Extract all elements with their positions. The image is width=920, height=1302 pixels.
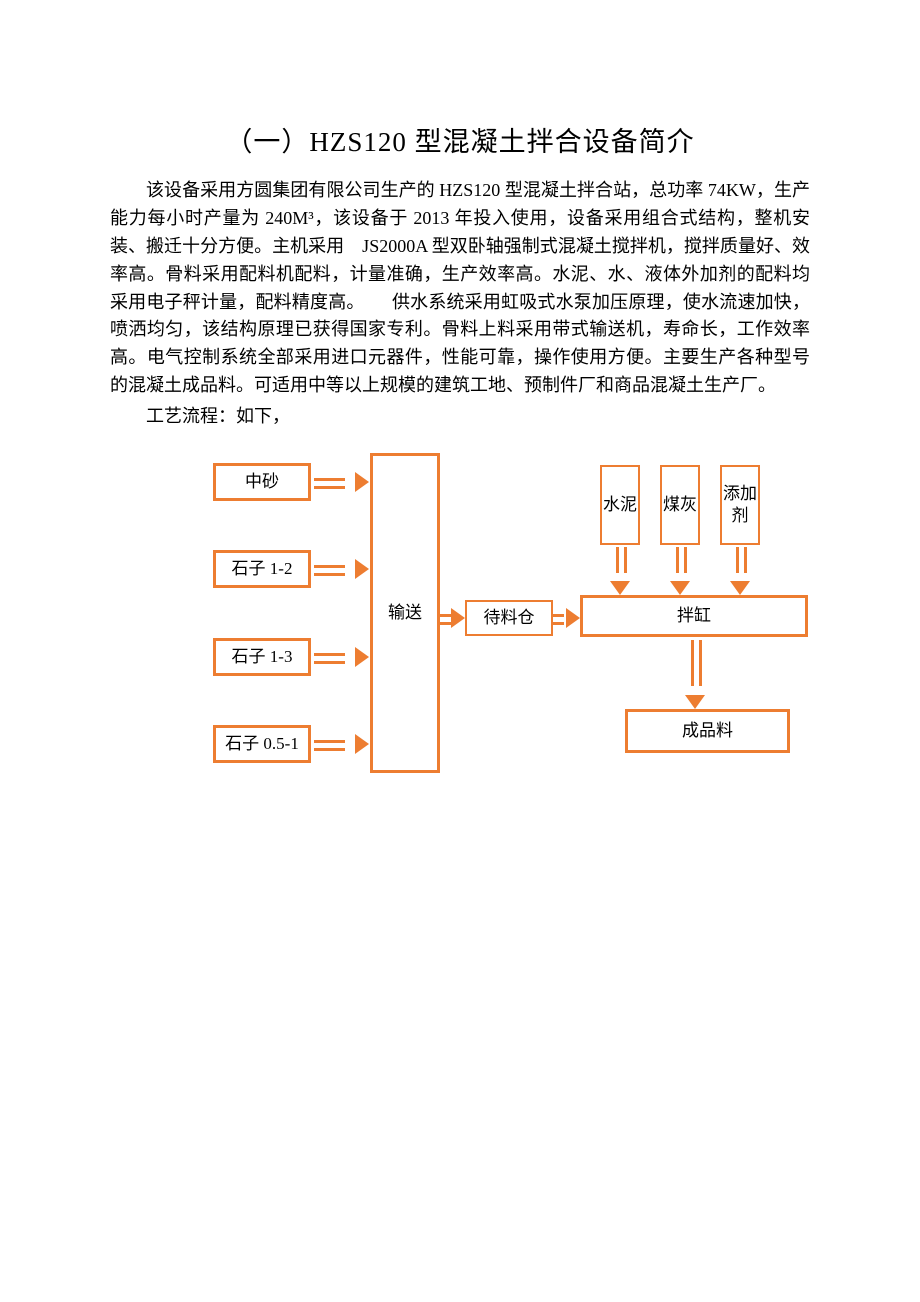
node-stone12: 石子 1-2 <box>213 550 311 588</box>
page-title: （一）HZS120 型混凝土拌合设备简介 <box>110 120 810 159</box>
body-paragraph: 该设备采用方圆集团有限公司生产的 HZS120 型混凝土拌合站，总功率 74KW… <box>110 177 810 400</box>
arrow-head-icon <box>355 734 369 754</box>
arrow-head-icon <box>355 472 369 492</box>
arrow-head-icon <box>451 608 465 628</box>
arrow-head-icon <box>355 647 369 667</box>
process-label: 工艺流程：如下， <box>110 402 810 428</box>
process-flowchart: 中砂 石子 1-2 石子 1-3 石子 0.5-1 输送 待料仓 水泥 煤灰 添… <box>195 443 895 873</box>
arrow-head-icon <box>566 608 580 628</box>
node-cement: 水泥 <box>600 465 640 545</box>
arrow-head-icon <box>355 559 369 579</box>
node-mix: 拌缸 <box>580 595 808 637</box>
node-ash: 煤灰 <box>660 465 700 545</box>
node-wait: 待料仓 <box>465 600 553 636</box>
node-stone051: 石子 0.5-1 <box>213 725 311 763</box>
node-additive: 添加剂 <box>720 465 760 545</box>
arrow-head-icon <box>670 581 690 595</box>
node-transport: 输送 <box>370 453 440 773</box>
arrow-head-icon <box>730 581 750 595</box>
arrow-head-icon <box>610 581 630 595</box>
arrow-head-icon <box>685 695 705 709</box>
node-sand: 中砂 <box>213 463 311 501</box>
node-output: 成品料 <box>625 709 790 753</box>
node-stone13: 石子 1-3 <box>213 638 311 676</box>
